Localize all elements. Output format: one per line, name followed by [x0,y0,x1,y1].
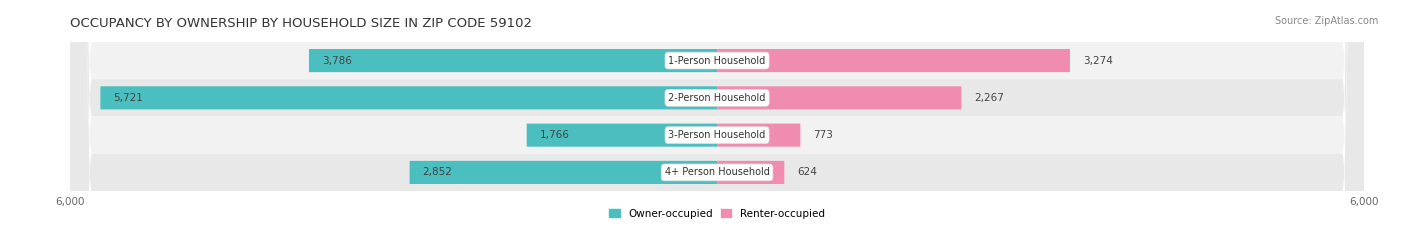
Text: 3-Person Household: 3-Person Household [668,130,766,140]
Text: 2,852: 2,852 [423,168,453,177]
Text: Source: ZipAtlas.com: Source: ZipAtlas.com [1274,16,1378,26]
FancyBboxPatch shape [309,49,717,72]
Text: 1,766: 1,766 [540,130,569,140]
Text: 3,274: 3,274 [1083,56,1112,65]
FancyBboxPatch shape [717,161,785,184]
Text: 5,721: 5,721 [114,93,143,103]
FancyBboxPatch shape [527,123,717,147]
Text: 1-Person Household: 1-Person Household [668,56,766,65]
FancyBboxPatch shape [70,0,1364,233]
FancyBboxPatch shape [100,86,717,110]
Text: 2-Person Household: 2-Person Household [668,93,766,103]
Text: 2,267: 2,267 [974,93,1004,103]
Text: 4+ Person Household: 4+ Person Household [665,168,769,177]
Text: 773: 773 [813,130,834,140]
FancyBboxPatch shape [70,0,1364,233]
FancyBboxPatch shape [717,86,962,110]
Text: 3,786: 3,786 [322,56,352,65]
FancyBboxPatch shape [409,161,717,184]
Text: OCCUPANCY BY OWNERSHIP BY HOUSEHOLD SIZE IN ZIP CODE 59102: OCCUPANCY BY OWNERSHIP BY HOUSEHOLD SIZE… [70,17,533,30]
Text: 624: 624 [797,168,817,177]
FancyBboxPatch shape [70,0,1364,233]
FancyBboxPatch shape [717,49,1070,72]
Legend: Owner-occupied, Renter-occupied: Owner-occupied, Renter-occupied [609,209,825,219]
FancyBboxPatch shape [717,123,800,147]
FancyBboxPatch shape [70,0,1364,233]
